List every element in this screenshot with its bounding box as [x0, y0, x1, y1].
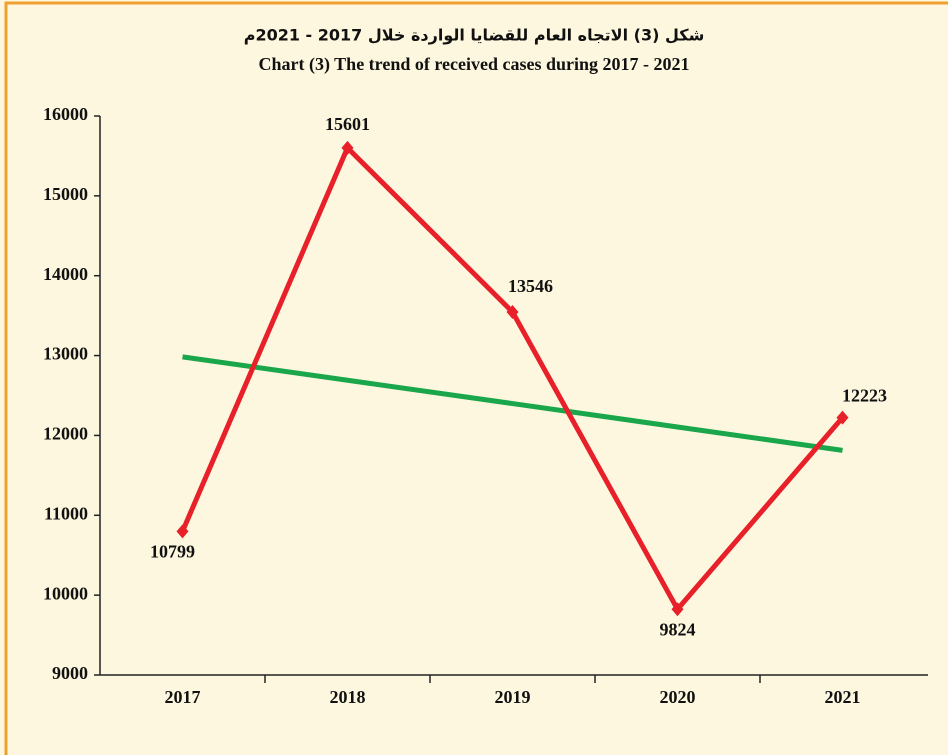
y-tick-label: 16000 [43, 104, 88, 124]
marker [341, 140, 354, 155]
marker [506, 304, 519, 319]
y-tick-label: 9000 [52, 663, 88, 683]
y-tick-label: 14000 [43, 264, 88, 284]
marker [836, 410, 849, 425]
data-label: 10799 [150, 541, 195, 561]
data-label: 15601 [325, 114, 370, 134]
x-tick-label: 2021 [825, 687, 861, 707]
x-tick-label: 2017 [165, 687, 201, 707]
data-label: 13546 [508, 276, 553, 296]
chart-subtitle: Chart (3) The trend of received cases du… [259, 54, 690, 75]
data-label: 9824 [660, 619, 696, 639]
series-line [182, 354, 843, 453]
y-tick-label: 11000 [44, 503, 88, 523]
x-tick-label: 2018 [330, 687, 366, 707]
x-tick-label: 2019 [495, 687, 531, 707]
marker [176, 524, 189, 539]
frame [4, 1, 948, 755]
chart-title: شكل (3) الاتجاه العام للقضايا الواردة خل… [244, 26, 705, 45]
y-tick-label: 10000 [43, 583, 88, 603]
y-tick-label: 15000 [43, 184, 88, 204]
data-label: 12223 [842, 386, 887, 406]
x-tick-label: 2020 [660, 687, 696, 707]
y-tick-label: 13000 [43, 344, 88, 364]
marker [671, 602, 684, 617]
y-tick-label: 12000 [43, 424, 88, 444]
